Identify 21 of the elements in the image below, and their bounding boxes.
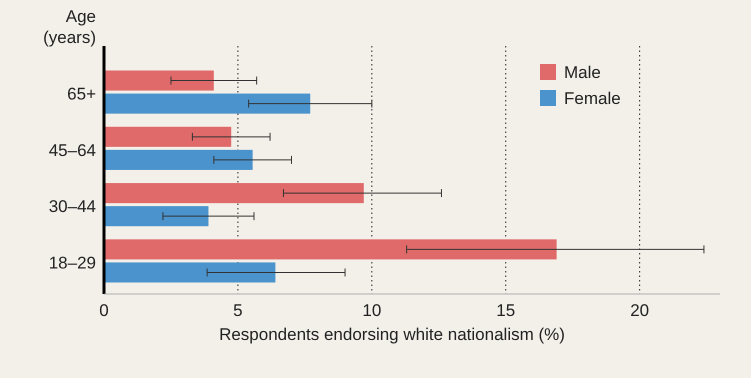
x-tick-label: 20: [630, 301, 650, 320]
bar: [104, 206, 208, 226]
x-tick-label: 5: [233, 301, 243, 320]
x-axis-title: Respondents endorsing white nationalism (%): [219, 325, 565, 344]
y-tick-label: 18–29: [48, 253, 96, 272]
x-tick-label: 0: [99, 301, 109, 320]
y-axis-title: Age (years): [43, 7, 96, 47]
bar: [104, 94, 310, 114]
x-tick-label: 10: [362, 301, 382, 320]
bar: [104, 126, 232, 147]
bar: [104, 239, 557, 260]
y-tick-label: 65+: [67, 84, 96, 104]
y-tick-label: 30–44: [48, 197, 96, 216]
y-tick-label: 45–64: [48, 140, 96, 160]
legend-label: Male: [564, 63, 601, 82]
legend-label: Female: [564, 89, 621, 108]
x-tick-label: 15: [496, 301, 516, 320]
bar: [104, 70, 214, 91]
bar: [104, 183, 364, 204]
bar: [104, 150, 253, 170]
bar: [104, 262, 276, 282]
